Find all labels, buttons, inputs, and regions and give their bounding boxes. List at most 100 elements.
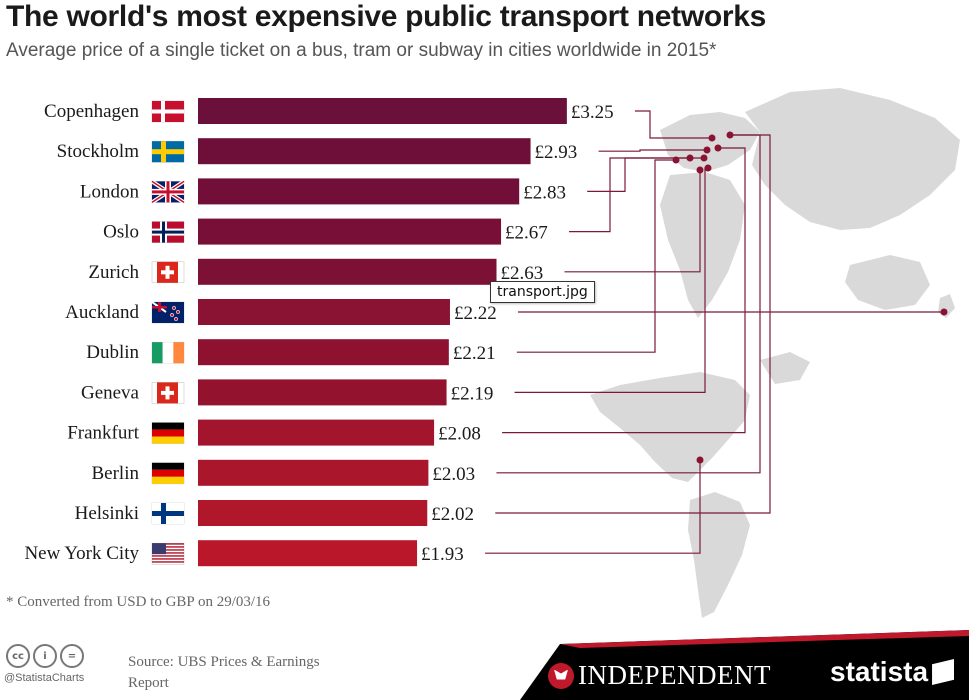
south-america-shape <box>688 492 750 618</box>
bar-row: New York City £1.93 <box>24 540 464 567</box>
bar-row: Dublin £2.21 <box>86 339 496 366</box>
city-dot <box>704 164 712 172</box>
ireland-flag-icon <box>151 341 185 364</box>
connector-line <box>495 134 771 514</box>
bar[interactable] <box>198 500 428 526</box>
bar-row: Geneva £2.19 <box>81 379 494 406</box>
australia-shape <box>845 255 930 310</box>
bar-row: Frankfurt £2.08 <box>67 419 481 446</box>
bar[interactable] <box>198 459 429 486</box>
value-label: £1.93 <box>421 544 464 565</box>
bar-row: Auckland £2.22 <box>65 299 497 325</box>
city-dot <box>696 456 704 464</box>
new-zealand-flag-icon <box>151 301 185 324</box>
city-dot <box>726 131 734 139</box>
bar-row: Stockholm £2.93 <box>57 138 578 165</box>
bar-row: London £2.83 <box>80 178 566 205</box>
connector-line <box>598 149 707 152</box>
connector-line <box>485 460 701 554</box>
eagle-icon <box>548 662 574 689</box>
norway-flag-icon <box>151 221 185 243</box>
germany-flag-icon <box>151 462 185 485</box>
category-label: Copenhagen <box>44 101 139 122</box>
city-dot <box>672 156 680 164</box>
city-dot <box>686 154 694 162</box>
bar[interactable] <box>198 339 449 366</box>
city-dot <box>708 134 716 142</box>
bar-row: Berlin £2.03 <box>92 459 475 486</box>
city-dot <box>700 154 708 162</box>
bar[interactable] <box>198 98 567 124</box>
value-label: £2.67 <box>505 223 548 244</box>
value-label: £2.83 <box>523 182 566 203</box>
bar-row: Helsinki £2.02 <box>75 500 474 526</box>
value-label: £2.21 <box>453 343 496 364</box>
connector-line <box>502 147 746 434</box>
by-icon[interactable]: i <box>33 644 57 668</box>
city-dots <box>672 131 948 464</box>
bar[interactable] <box>198 218 502 245</box>
value-label: £2.22 <box>454 303 497 324</box>
switzerland-flag-icon <box>151 261 185 284</box>
city-dot <box>714 144 722 152</box>
bar[interactable] <box>198 258 497 285</box>
cc-icon[interactable]: cc <box>6 644 30 668</box>
asia-shape <box>745 88 960 230</box>
category-label: Dublin <box>86 342 139 363</box>
bar-row: Copenhagen £3.25 <box>44 98 614 124</box>
category-label: Helsinki <box>75 503 139 524</box>
usa-flag-icon <box>151 542 185 565</box>
page-subtitle: Average price of a single ticket on a bu… <box>6 40 717 61</box>
statista-logo[interactable]: statista <box>830 656 955 688</box>
bar-row: Oslo £2.67 <box>103 218 548 245</box>
value-label: £2.63 <box>501 263 544 284</box>
city-dot <box>703 146 711 154</box>
footnote: * Converted from USD to GBP on 29/03/16 <box>6 594 271 610</box>
category-label: Berlin <box>92 463 140 484</box>
bar[interactable] <box>198 299 450 325</box>
category-label: Zurich <box>88 262 139 283</box>
value-label: £3.25 <box>571 102 614 123</box>
filename-tooltip: transport.jpg <box>490 281 595 303</box>
city-dot <box>696 166 704 174</box>
connector-line <box>564 170 701 273</box>
greenland-shape <box>760 352 810 384</box>
category-label: Stockholm <box>57 141 140 162</box>
value-label: £2.02 <box>431 504 474 525</box>
category-label: Auckland <box>65 302 139 323</box>
bar[interactable] <box>198 138 531 165</box>
connector-line <box>516 159 676 353</box>
category-label: Frankfurt <box>67 423 139 444</box>
category-label: London <box>80 181 140 202</box>
north-america-shape <box>590 372 750 482</box>
category-label: Oslo <box>103 222 139 243</box>
page-title: The world's most expensive public transp… <box>6 0 767 33</box>
value-label: £2.93 <box>535 142 578 163</box>
independent-logo[interactable]: INDEPENDENT <box>548 660 771 691</box>
value-label: £2.19 <box>451 383 494 404</box>
category-label: Geneva <box>81 382 140 403</box>
germany-flag-icon <box>151 422 185 444</box>
value-label: £2.08 <box>438 424 481 445</box>
category-label: New York City <box>24 543 139 564</box>
bar[interactable] <box>198 178 520 205</box>
bar-row: Zurich £2.63 <box>88 258 544 285</box>
bars: Copenhagen £3.25 Stockholm £2.93 London £2.83… <box>24 98 614 567</box>
independent-label: INDEPENDENT <box>578 660 771 690</box>
statista-handle[interactable]: @StatistaCharts <box>4 672 85 684</box>
bar[interactable] <box>198 419 435 446</box>
europe-shape <box>660 112 760 172</box>
nd-icon[interactable]: = <box>60 644 84 668</box>
connector-line <box>569 157 704 233</box>
switzerland-flag-icon <box>151 382 185 404</box>
statista-mark-icon <box>932 659 955 685</box>
bar[interactable] <box>198 540 418 567</box>
africa-shape <box>660 172 745 318</box>
statista-label: statista <box>830 656 929 687</box>
source-note: Source: UBS Prices & Earnings Report <box>128 654 320 691</box>
connector-line <box>634 110 712 139</box>
chart: Copenhagen £3.25 Stockholm £2.93 London £2.83… <box>24 88 960 618</box>
denmark-flag-icon <box>151 100 185 123</box>
bar[interactable] <box>198 379 447 406</box>
world-map <box>590 88 960 618</box>
